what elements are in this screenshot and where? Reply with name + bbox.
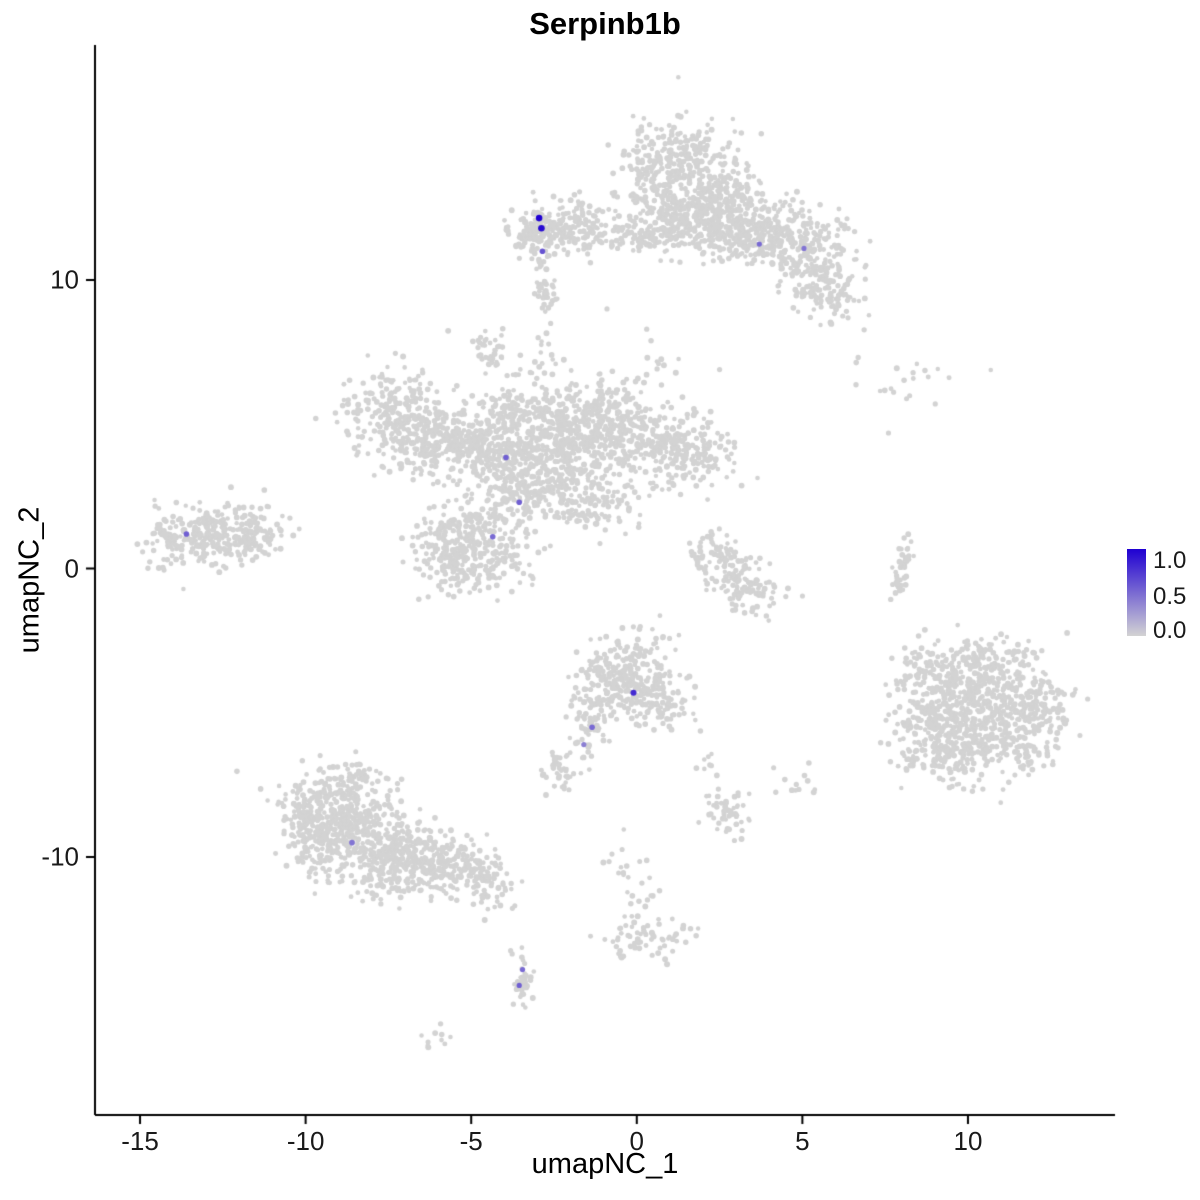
legend-tick-label: 0.5 — [1153, 582, 1187, 610]
x-axis-label: umapNC_1 — [531, 1148, 679, 1180]
x-tick-label: 10 — [953, 1126, 983, 1156]
plot-title: Serpinb1b — [529, 6, 681, 41]
y-tick-label: 10 — [50, 264, 79, 295]
y-tick-label: -10 — [41, 841, 79, 872]
x-tick-label: -15 — [121, 1126, 159, 1156]
x-tick-label: -10 — [286, 1126, 325, 1156]
x-tick-label: 5 — [795, 1126, 810, 1156]
x-tick-label: -5 — [459, 1126, 483, 1156]
legend-tick-label: 0.0 — [1153, 616, 1187, 644]
x-tick-label: 0 — [629, 1126, 645, 1156]
y-tick-label: 0 — [64, 553, 79, 584]
legend-gradient-bar — [1127, 549, 1146, 636]
legend-tick-label: 1.0 — [1153, 547, 1187, 575]
